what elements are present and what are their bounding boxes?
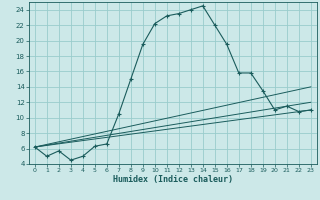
X-axis label: Humidex (Indice chaleur): Humidex (Indice chaleur) — [113, 175, 233, 184]
